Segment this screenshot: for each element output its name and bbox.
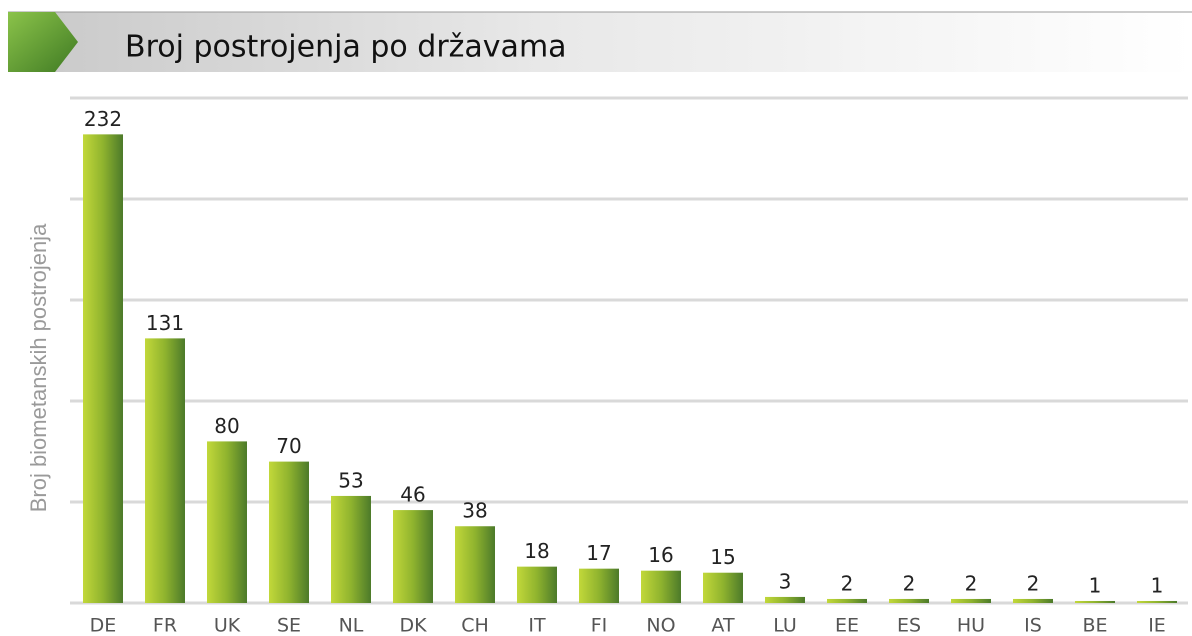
x-tick-label: BE [1082,615,1107,636]
x-tick-label: LU [773,615,797,636]
x-tick-label: ES [897,615,921,636]
x-tick-label: DE [90,615,117,636]
bar [455,526,495,603]
bar [145,338,185,603]
value-label: 2 [903,571,916,595]
value-label: 70 [276,434,301,458]
value-label: 80 [214,414,239,438]
value-label: 46 [400,483,425,507]
bar [269,461,309,603]
value-label: 2 [965,571,978,595]
bar [951,598,991,603]
value-label: 1 [1089,573,1102,597]
value-label: 2 [1027,571,1040,595]
bar [641,570,681,603]
x-tick-label: NO [646,615,675,636]
bar [207,441,247,603]
value-label: 131 [146,311,184,335]
bar [703,572,743,603]
chart-title: Broj postrojenja po državama [125,30,567,65]
bar [579,568,619,603]
value-label: 3 [779,569,792,593]
bar [517,566,557,603]
y-axis-label: Broj biometanskih postrojenja [26,223,51,512]
x-tick-label: IS [1024,615,1042,636]
bar [393,510,433,603]
value-label: 53 [338,468,363,492]
bar [1013,598,1053,603]
x-tick-label: CH [461,615,489,636]
x-tick-label: NL [339,615,364,636]
x-tick-label: AT [711,615,735,636]
x-tick-label: UK [214,615,241,636]
x-tick-label: HU [957,615,985,636]
value-label: 15 [710,545,735,569]
value-label: 1 [1151,573,1164,597]
x-tick-label: SE [277,615,301,636]
bar [1137,600,1177,603]
value-label: 38 [462,499,487,523]
value-label: 2 [841,571,854,595]
x-tick-label: EE [835,615,859,636]
bar [889,598,929,603]
bar [827,598,867,603]
x-tick-label: IT [528,615,546,636]
value-label: 232 [84,107,122,131]
bar [765,596,805,603]
value-label: 16 [648,543,673,567]
x-tick-label: FR [153,615,177,636]
bar [83,134,123,604]
title-banner [8,12,1192,72]
bar [331,495,371,603]
x-tick-label: FI [591,615,608,636]
x-tick-label: IE [1148,615,1166,636]
value-label: 17 [586,541,611,565]
value-label: 18 [524,539,549,563]
x-tick-label: DK [399,615,427,636]
bar [1075,600,1115,603]
title-arrow [8,12,78,72]
